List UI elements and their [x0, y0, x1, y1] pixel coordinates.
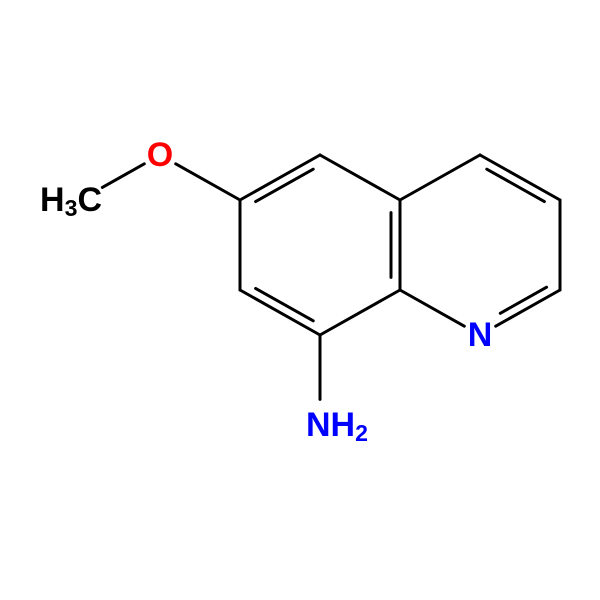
- bond: [400, 290, 464, 326]
- molecule-diagram: H3C O N NH2: [0, 0, 600, 600]
- atom-label-c_me: H3C: [40, 181, 102, 221]
- atom-label-n_nh2: NH2: [306, 406, 368, 446]
- bond: [320, 290, 400, 335]
- bond: [176, 164, 240, 200]
- bond: [320, 155, 400, 200]
- bond: [400, 155, 480, 200]
- bond: [480, 155, 560, 200]
- bond: [240, 290, 320, 335]
- atom-label-n1: N: [468, 316, 493, 354]
- bond: [240, 155, 320, 200]
- atom-label-o: O: [147, 136, 173, 174]
- bond: [102, 164, 144, 188]
- bond: [496, 290, 560, 326]
